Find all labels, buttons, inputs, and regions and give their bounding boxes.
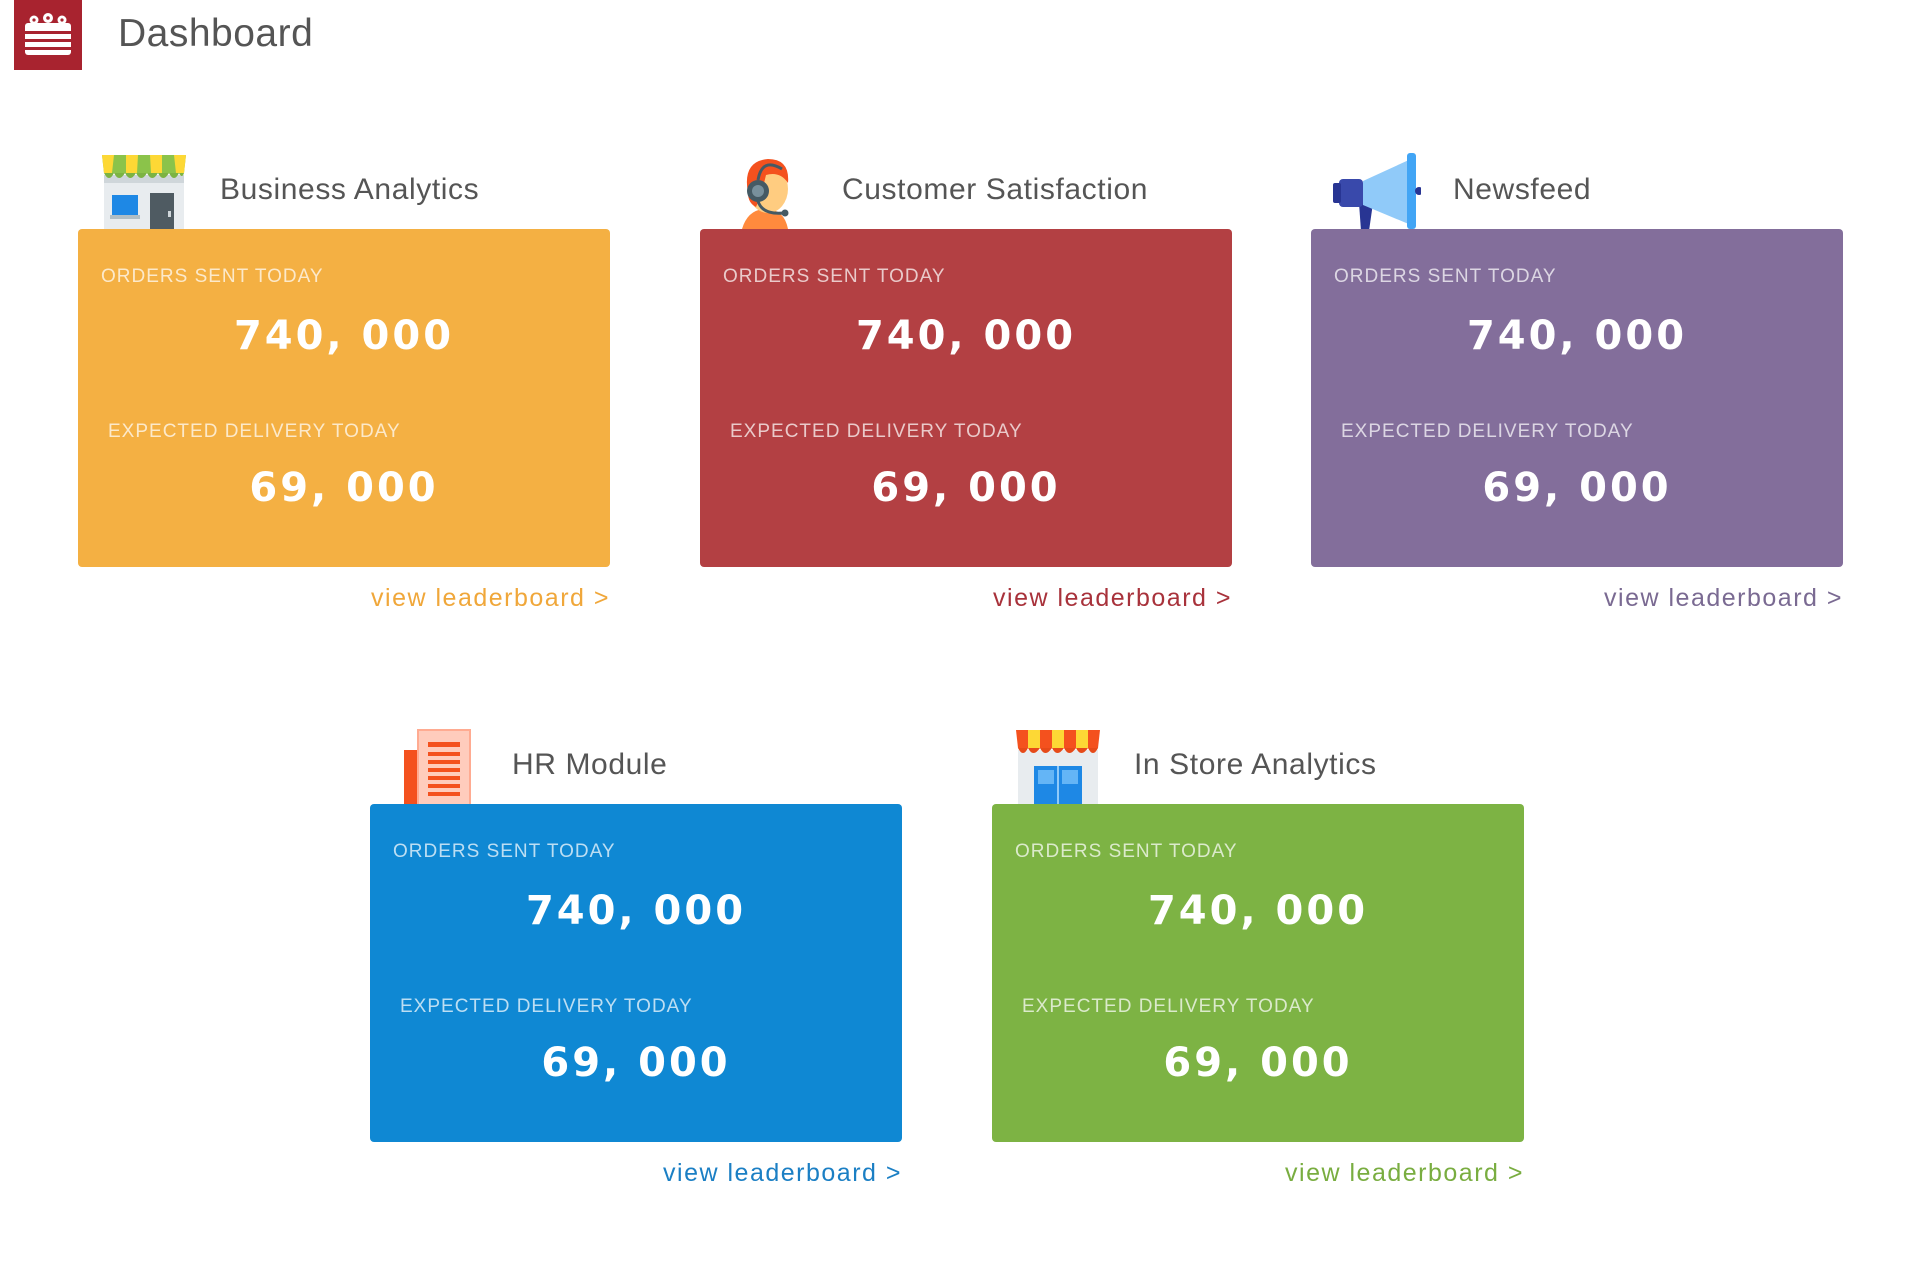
orders-value: 740, 000 [855,313,1077,359]
orders-label: ORDERS SENT TODAY [101,266,324,287]
document-icon [392,728,480,808]
module-title: Business Analytics [220,173,480,206]
app-logo[interactable] [14,0,82,70]
delivery-label: EXPECTED DELIVERY TODAY [730,421,1023,442]
delivery-value: 69, 000 [1482,465,1672,511]
stats-card[interactable]: ORDERS SENT TODAY 740, 000 EXPECTED DELI… [1311,229,1843,567]
delivery-value: 69, 000 [1163,1040,1353,1086]
module-header: Business Analytics [78,153,610,231]
module-header: In Store Analytics [992,728,1524,806]
module-title: Newsfeed [1453,173,1592,206]
orders-label: ORDERS SENT TODAY [1334,266,1557,287]
module-title: Customer Satisfaction [842,173,1149,206]
module-header: HR Module [370,728,902,807]
view-leaderboard-link[interactable]: view leaderboard > [1285,1159,1524,1187]
delivery-value: 69, 000 [249,465,439,511]
view-leaderboard-link[interactable]: view leaderboard > [663,1159,902,1187]
view-leaderboard-link[interactable]: view leaderboard > [371,584,610,612]
shop-awning-icon [1014,728,1102,808]
module-header: Newsfeed [1311,153,1843,231]
view-leaderboard-link[interactable]: view leaderboard > [993,584,1232,612]
orders-value: 740, 000 [1147,888,1369,934]
orders-label: ORDERS SENT TODAY [723,266,946,287]
module-title: HR Module [512,748,668,781]
module-customer-satisfaction: Customer Satisfaction ORDERS SENT TODAY … [700,153,1232,612]
stats-card[interactable]: ORDERS SENT TODAY 740, 000 EXPECTED DELI… [992,804,1524,1142]
megaphone-icon [1333,153,1421,233]
delivery-value: 69, 000 [541,1040,731,1086]
orders-value: 740, 000 [525,888,747,934]
storefront-icon [100,153,188,233]
page-title: Dashboard [118,12,314,55]
orders-label: ORDERS SENT TODAY [1015,841,1238,862]
module-business-analytics: Business Analytics ORDERS SENT TODAY 740… [78,153,610,612]
module-newsfeed: Newsfeed ORDERS SENT TODAY 740, 000 EXPE… [1311,153,1843,612]
delivery-label: EXPECTED DELIVERY TODAY [108,421,401,442]
stats-card[interactable]: ORDERS SENT TODAY 740, 000 EXPECTED DELI… [700,229,1232,567]
orders-value: 740, 000 [233,313,455,359]
headset-agent-icon [722,153,810,233]
orders-label: ORDERS SENT TODAY [393,841,616,862]
module-in-store-analytics: In Store Analytics ORDERS SENT TODAY 740… [992,728,1524,1187]
stats-card[interactable]: ORDERS SENT TODAY 740, 000 EXPECTED DELI… [370,804,902,1142]
view-leaderboard-link[interactable]: view leaderboard > [1604,584,1843,612]
delivery-label: EXPECTED DELIVERY TODAY [400,996,693,1017]
stats-card[interactable]: ORDERS SENT TODAY 740, 000 EXPECTED DELI… [78,229,610,567]
cake-icon [25,13,71,55]
delivery-value: 69, 000 [871,465,1061,511]
module-hr: HR Module ORDERS SENT TODAY 740, 000 EXP… [370,728,902,1187]
delivery-label: EXPECTED DELIVERY TODAY [1022,996,1315,1017]
module-title: In Store Analytics [1134,748,1377,781]
orders-value: 740, 000 [1466,313,1688,359]
module-header: Customer Satisfaction [700,153,1232,229]
delivery-label: EXPECTED DELIVERY TODAY [1341,421,1634,442]
